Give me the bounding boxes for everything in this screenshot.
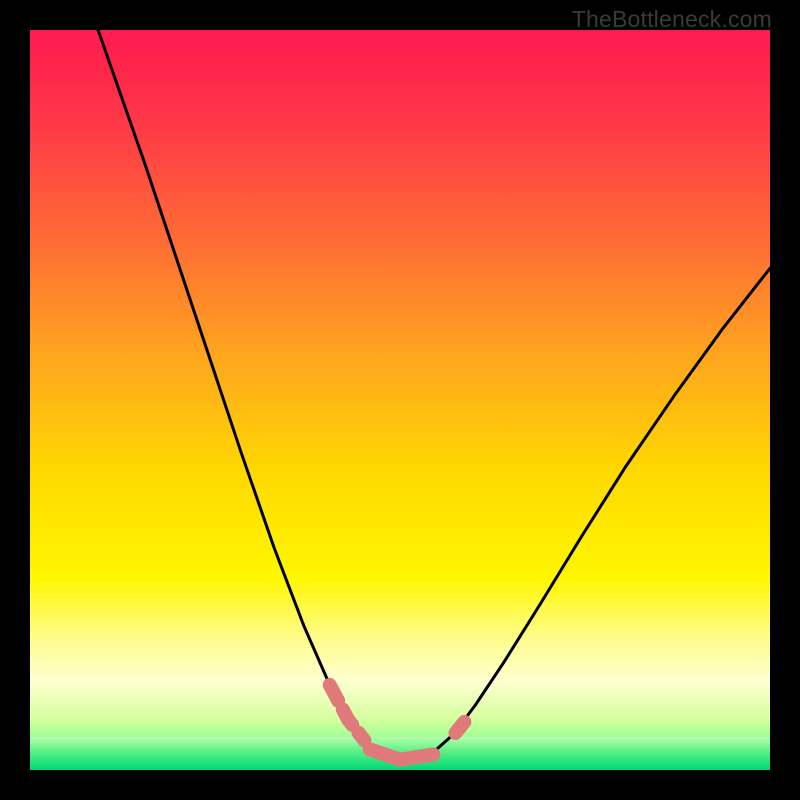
- chart-svg: [30, 30, 770, 770]
- watermark-text: TheBottleneck.com: [572, 6, 772, 33]
- chart-frame: [30, 30, 770, 770]
- coral-highlight-segment: [456, 722, 465, 733]
- coral-highlight-segment: [330, 685, 365, 741]
- bottleneck-curve: [98, 30, 770, 760]
- coral-highlight: [330, 685, 465, 760]
- coral-highlight-segment: [370, 749, 434, 759]
